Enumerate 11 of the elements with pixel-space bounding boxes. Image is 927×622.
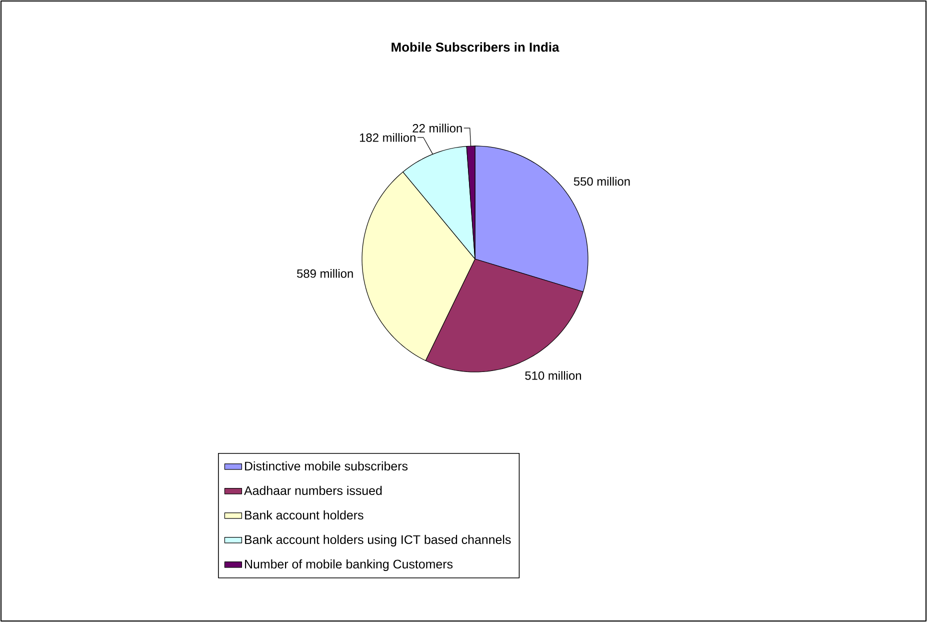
data-label: 510 million <box>525 371 582 380</box>
data-label: 550 million <box>574 176 630 186</box>
data-label: 182 million <box>360 133 416 142</box>
legend-label: Bank account holders <box>245 510 364 520</box>
legend-label: Distinctive mobile subscribers <box>245 461 408 471</box>
chart-title: Mobile Subscribers in India <box>392 42 560 52</box>
legend-label: Bank account holders using ICT based channels <box>245 534 511 546</box>
legend-label: Number of mobile banking Customers <box>245 559 453 571</box>
data-label: 589 million <box>297 269 353 278</box>
legend-label: Aadhaar numbers issued <box>244 486 382 496</box>
data-label: 22 million <box>412 124 462 132</box>
